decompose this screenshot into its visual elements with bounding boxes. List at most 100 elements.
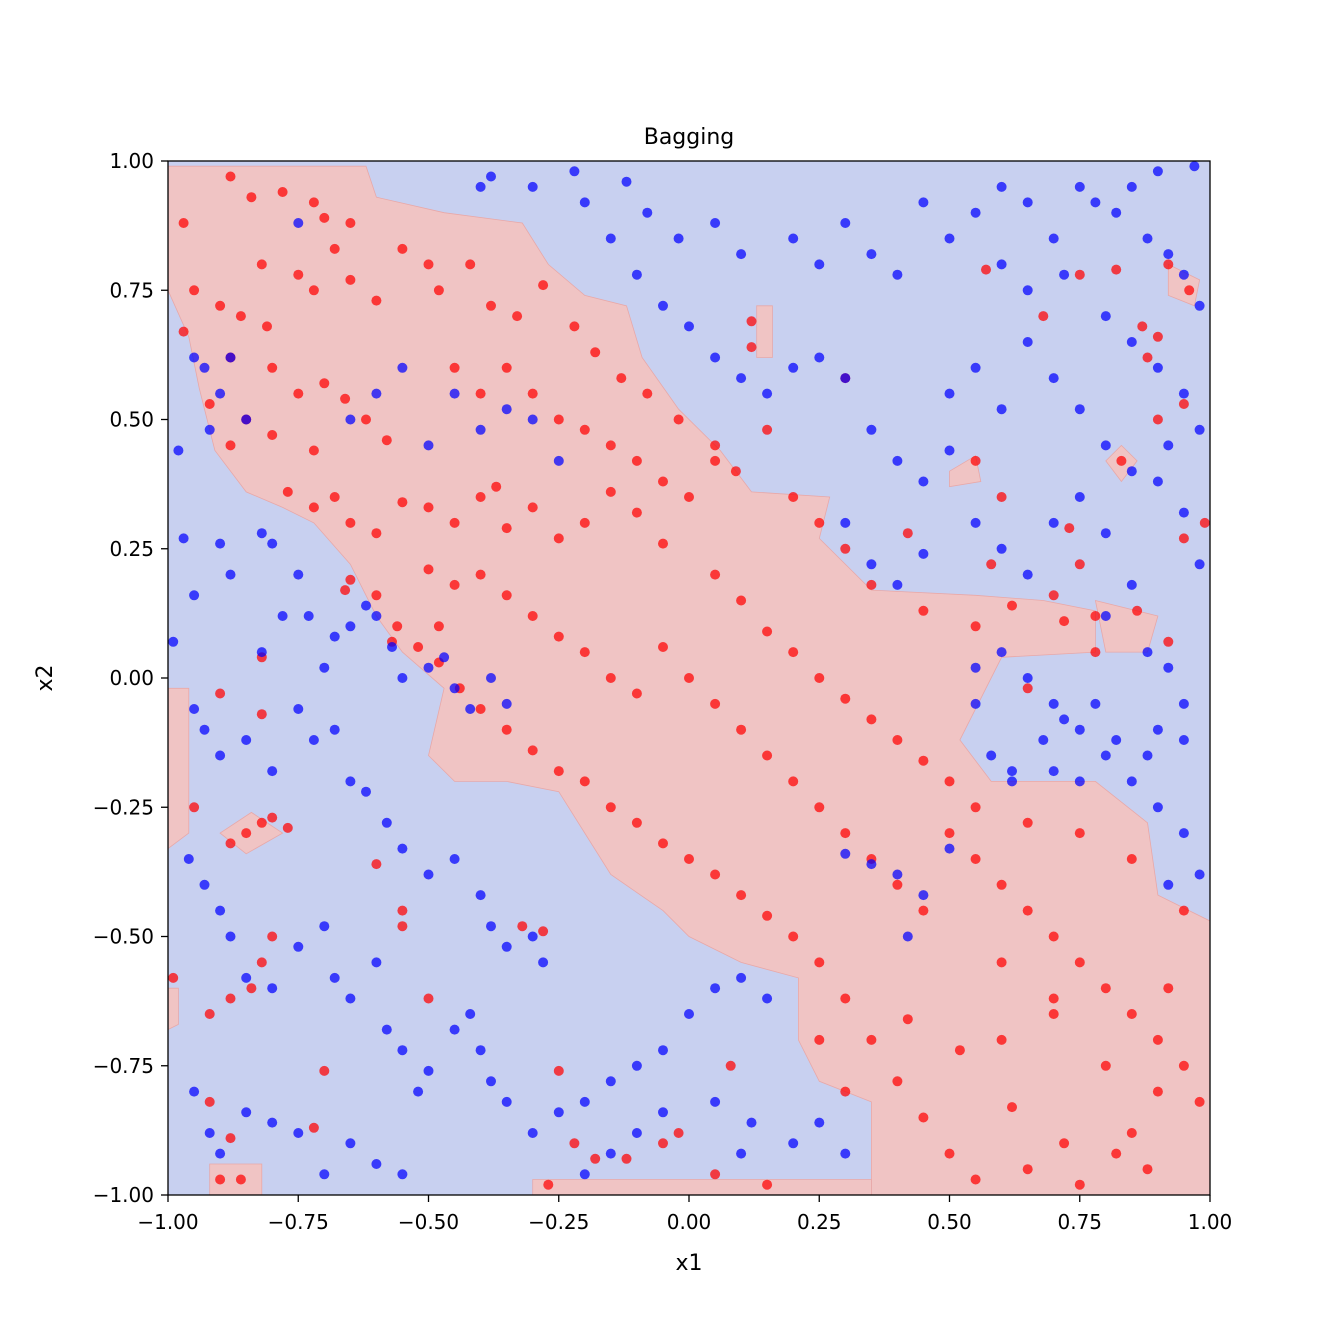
blue-data-point <box>970 517 981 528</box>
blue-data-point <box>1090 197 1101 208</box>
red-data-point <box>371 590 382 601</box>
blue-data-point <box>538 957 549 968</box>
red-data-point <box>308 502 319 513</box>
red-data-point <box>642 388 653 399</box>
blue-data-point <box>293 941 304 952</box>
blue-data-point <box>423 869 434 880</box>
blue-data-point <box>277 611 288 621</box>
blue-data-point <box>397 673 408 683</box>
y-tick-label: 1.00 <box>109 149 154 173</box>
blue-data-point <box>892 269 903 280</box>
red-data-point <box>918 755 929 766</box>
red-data-point <box>319 212 330 223</box>
blue-data-point <box>173 445 184 456</box>
red-data-point <box>762 750 773 761</box>
x-tick-label: 0.50 <box>927 1210 972 1234</box>
x-axis-ticks: −1.00 −0.75 −0.50 −0.25 0.00 0.25 0.50 0.75 1.00 <box>137 1195 1232 1234</box>
blue-data-point <box>465 1009 476 1019</box>
red-data-point <box>1022 1164 1033 1175</box>
blue-data-point <box>892 579 903 590</box>
x-tick-label: −0.75 <box>268 1210 329 1234</box>
blue-data-point <box>345 621 356 632</box>
blue-data-point <box>527 1128 538 1138</box>
red-data-point <box>381 435 392 446</box>
blue-data-point <box>1074 492 1085 502</box>
blue-data-point <box>241 1107 252 1118</box>
blue-data-point <box>814 352 825 363</box>
blue-data-point <box>996 543 1007 554</box>
red-data-point <box>345 274 356 285</box>
blue-data-point <box>1178 828 1189 839</box>
red-data-point <box>491 481 502 492</box>
red-data-point <box>1178 533 1189 544</box>
blue-data-point <box>710 352 721 363</box>
red-data-point <box>517 921 528 932</box>
red-data-point <box>736 595 747 606</box>
red-data-point <box>501 362 512 373</box>
red-data-point <box>361 414 371 425</box>
y-tick-label: 0.25 <box>109 537 154 561</box>
red-data-point <box>225 440 236 451</box>
red-data-point <box>710 1169 721 1180</box>
red-data-point <box>970 455 981 466</box>
blue-data-point <box>267 983 278 994</box>
blue-data-point <box>658 300 668 311</box>
blue-data-point <box>621 176 632 187</box>
red-data-point <box>1022 905 1033 916</box>
blue-data-point <box>1074 181 1085 192</box>
x-tick-label: 1.00 <box>1188 1210 1233 1234</box>
red-region-island <box>168 987 179 1031</box>
blue-data-point <box>1126 776 1137 787</box>
red-data-point <box>371 859 382 870</box>
blue-data-point <box>486 921 496 932</box>
blue-data-point <box>329 724 340 735</box>
blue-data-point <box>746 1117 757 1128</box>
red-data-point <box>256 817 267 828</box>
blue-data-point <box>788 362 799 373</box>
blue-data-point <box>736 373 747 384</box>
blue-data-point <box>501 1096 512 1107</box>
red-data-point <box>267 430 278 440</box>
blue-data-point <box>1074 404 1085 415</box>
blue-data-point <box>1142 233 1153 244</box>
red-data-point <box>970 621 981 632</box>
blue-data-point <box>215 538 226 549</box>
blue-data-point <box>1074 724 1085 735</box>
red-data-point <box>168 972 179 983</box>
blue-data-point <box>225 352 236 363</box>
red-data-point <box>1111 264 1122 275</box>
blue-data-point <box>762 993 773 1004</box>
red-data-point <box>710 569 721 580</box>
red-data-point <box>543 1179 554 1190</box>
blue-data-point <box>241 972 252 983</box>
blue-data-point <box>986 750 997 761</box>
red-data-point <box>944 1148 955 1159</box>
red-data-point <box>762 910 773 921</box>
blue-data-point <box>527 414 538 425</box>
red-data-point <box>215 1174 226 1185</box>
red-data-point <box>329 492 340 502</box>
red-data-point <box>569 1138 580 1149</box>
red-data-point <box>308 285 319 296</box>
blue-data-point <box>199 724 210 735</box>
blue-data-point <box>944 445 955 456</box>
blue-data-point <box>168 636 179 647</box>
blue-data-point <box>866 249 877 260</box>
red-data-point <box>246 192 257 203</box>
blue-data-point <box>569 166 580 177</box>
red-data-point <box>684 673 694 683</box>
red-data-point <box>475 492 486 502</box>
red-data-point <box>189 285 200 296</box>
red-data-point <box>246 983 257 994</box>
blue-data-point <box>736 1148 747 1159</box>
red-data-point <box>1038 311 1049 322</box>
blue-data-point <box>710 983 721 994</box>
blue-data-point <box>970 698 981 709</box>
red-data-point <box>673 414 684 425</box>
red-data-point <box>553 766 564 777</box>
blue-data-point <box>631 1060 642 1071</box>
blue-data-point <box>1152 724 1163 735</box>
blue-data-point <box>189 1086 200 1097</box>
blue-data-point <box>308 735 319 745</box>
blue-data-point <box>1194 559 1205 570</box>
